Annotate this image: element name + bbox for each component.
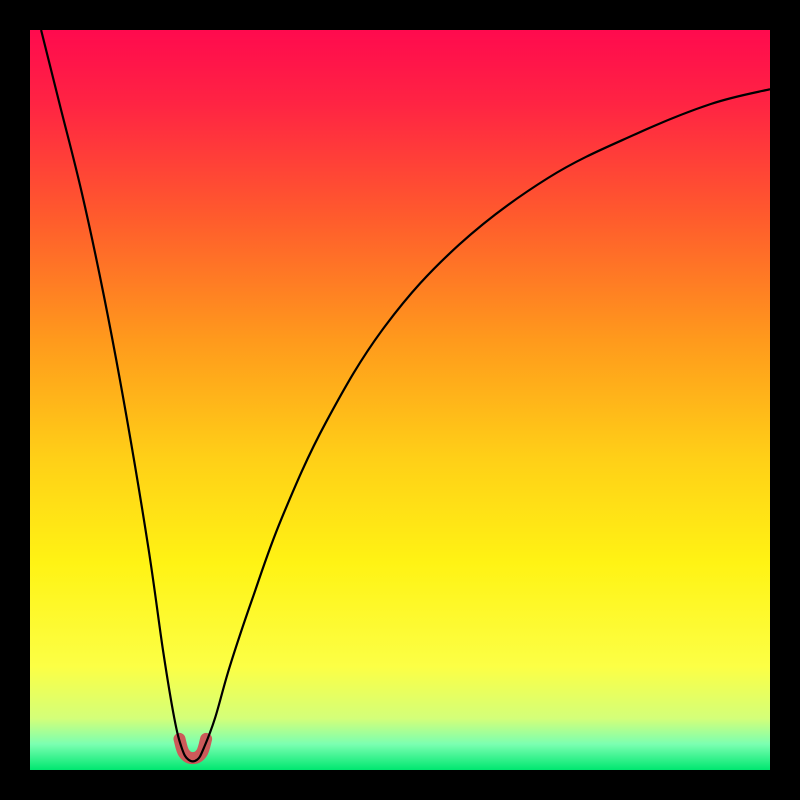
chart-root: TheBottleneck.com [0, 0, 800, 800]
bottleneck-curve [41, 30, 770, 761]
plot-area [30, 30, 770, 770]
curve-layer [30, 30, 770, 770]
chart-frame [0, 0, 800, 800]
